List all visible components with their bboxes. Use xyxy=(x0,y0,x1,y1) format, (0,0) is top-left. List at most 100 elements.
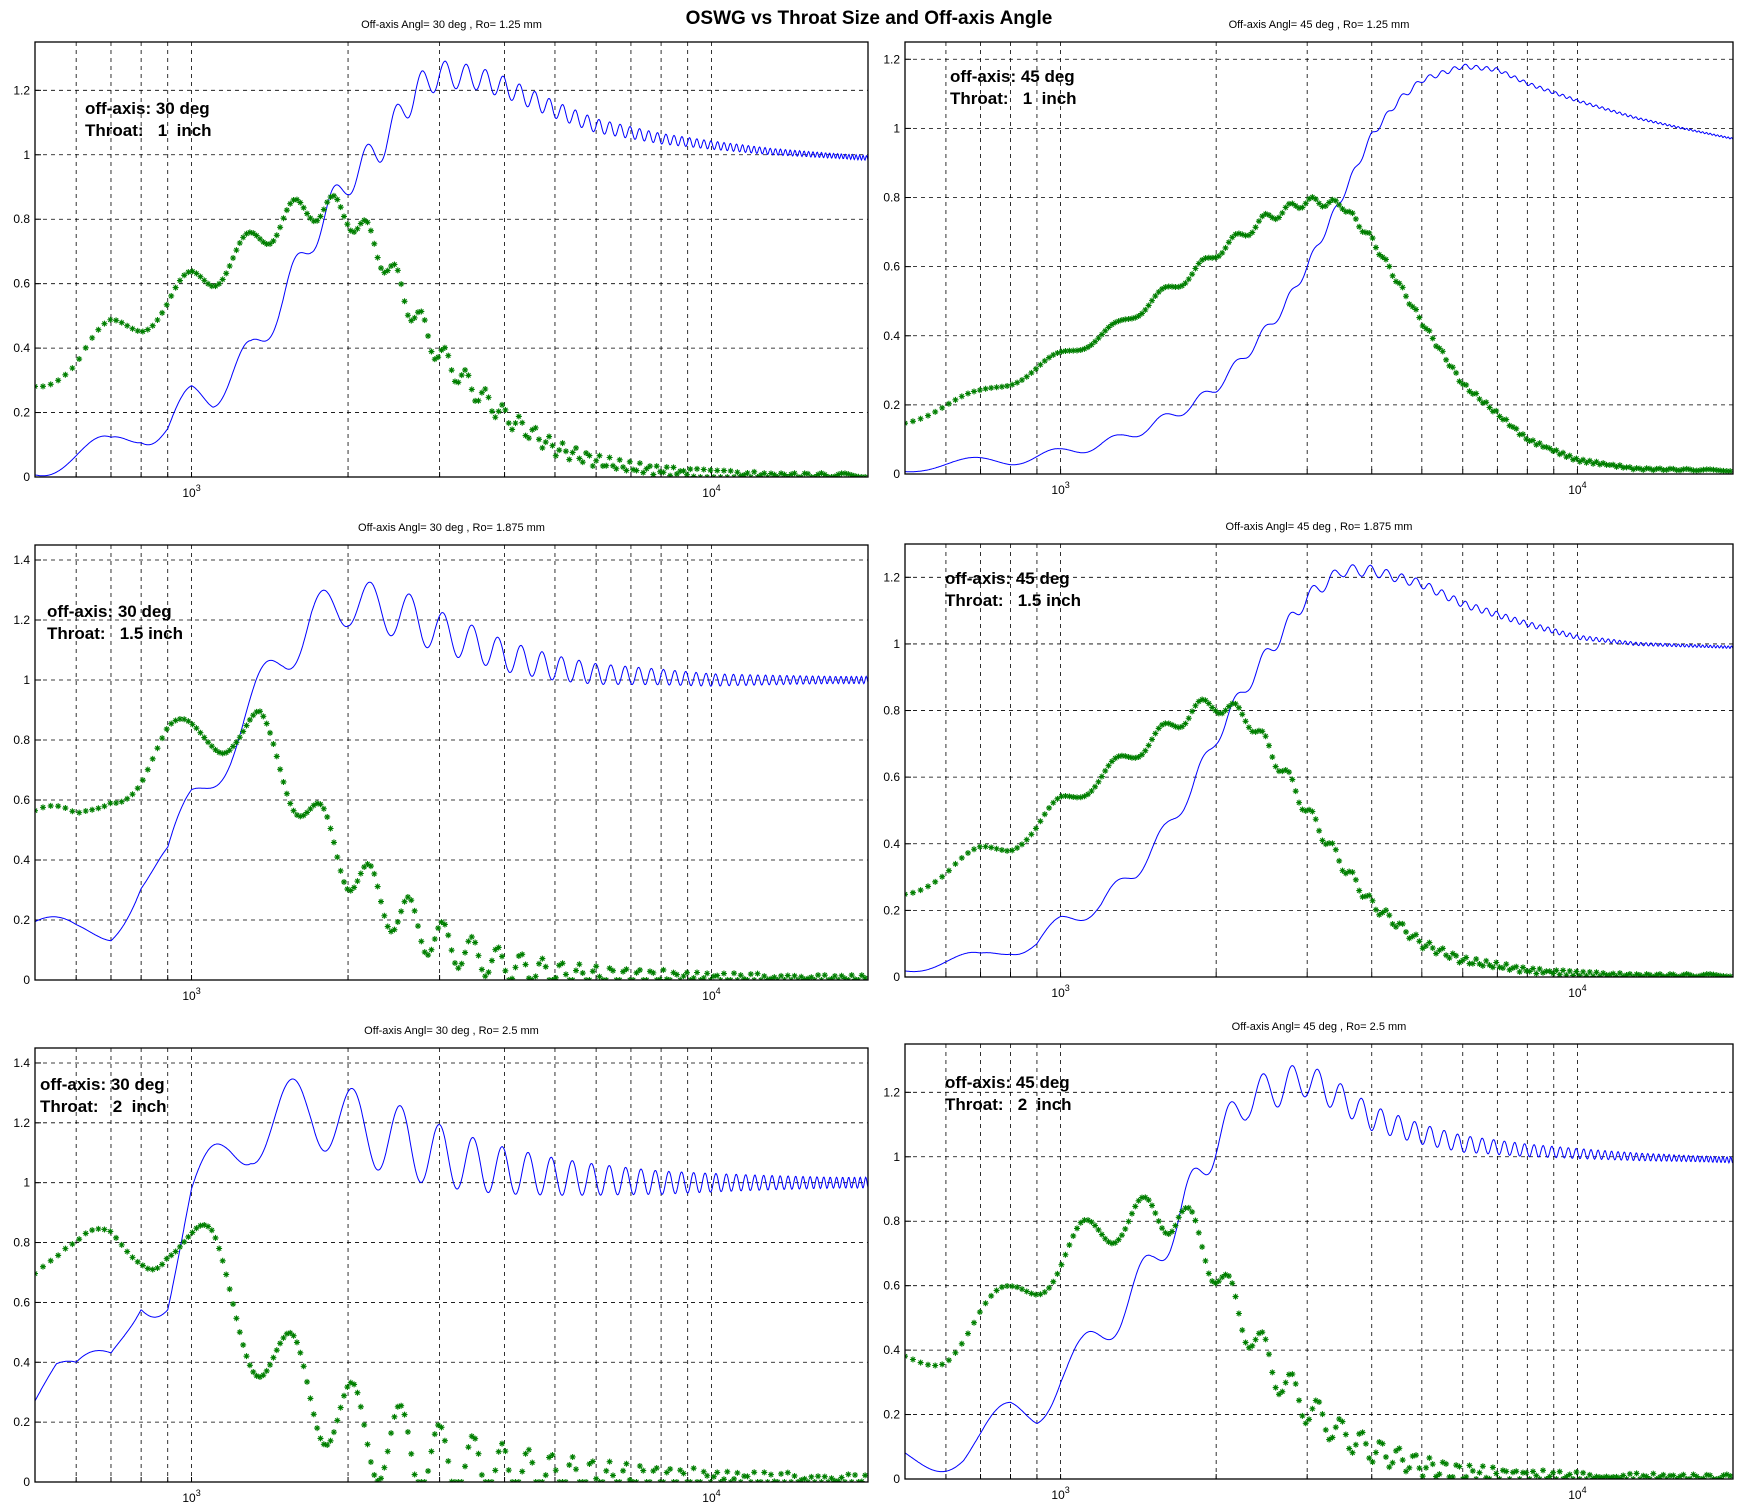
star-marker xyxy=(1189,708,1196,715)
star-marker xyxy=(1242,1339,1249,1346)
star-marker xyxy=(304,809,311,816)
star-marker xyxy=(982,385,989,392)
star-marker xyxy=(525,435,532,442)
star-marker xyxy=(139,328,146,335)
star-marker xyxy=(761,1469,768,1476)
star-marker xyxy=(163,726,170,733)
star-marker xyxy=(1389,272,1396,279)
star-marker xyxy=(431,935,438,942)
y-tick-label: 0.6 xyxy=(13,277,30,291)
star-marker xyxy=(185,1233,192,1240)
star-marker xyxy=(240,728,247,735)
star-marker xyxy=(1312,816,1319,823)
star-marker xyxy=(1145,742,1152,749)
star-marker xyxy=(1336,857,1343,864)
y-tick-label: 0.8 xyxy=(13,733,30,747)
star-marker xyxy=(277,1340,284,1347)
y-tick-label: 0 xyxy=(893,1472,900,1486)
star-marker xyxy=(694,465,701,472)
star-marker xyxy=(1122,1225,1129,1232)
star-marker xyxy=(988,384,995,391)
star-marker xyxy=(552,974,559,980)
star-marker xyxy=(784,972,791,979)
star-marker xyxy=(1453,1462,1460,1469)
star-marker xyxy=(976,843,983,850)
star-marker xyxy=(1513,425,1520,432)
star-marker xyxy=(1179,282,1186,289)
y-tick-label: 0.4 xyxy=(13,1355,30,1369)
star-marker xyxy=(488,957,495,964)
star-marker xyxy=(300,812,307,819)
star-marker xyxy=(744,1473,751,1480)
star-marker xyxy=(411,907,418,914)
star-marker xyxy=(529,426,536,433)
axes-frame xyxy=(904,41,1734,475)
star-marker xyxy=(226,262,233,269)
star-marker xyxy=(720,467,727,474)
star-marker xyxy=(277,766,284,773)
star-marker xyxy=(831,1477,838,1482)
star-marker xyxy=(1289,776,1296,783)
star-marker xyxy=(683,969,690,976)
star-marker xyxy=(243,722,250,729)
star-marker xyxy=(1215,710,1222,717)
star-marker xyxy=(193,1225,200,1232)
annotation-text: off-axis: 45 deg xyxy=(950,67,1075,86)
star-marker xyxy=(1610,970,1617,977)
star-marker xyxy=(1443,356,1450,363)
star-marker xyxy=(113,800,120,807)
star-marker xyxy=(1179,1208,1186,1215)
star-marker xyxy=(1536,440,1543,447)
star-marker xyxy=(1476,396,1483,403)
star-marker xyxy=(69,1241,76,1248)
star-marker xyxy=(546,1454,553,1461)
star-marker xyxy=(1195,1229,1202,1236)
star-marker xyxy=(663,464,670,471)
y-tick-label: 1.2 xyxy=(883,52,900,66)
star-marker xyxy=(1623,971,1630,977)
annotation-text: Throat: 1.5 inch xyxy=(47,624,183,643)
star-marker xyxy=(1663,466,1670,473)
star-marker xyxy=(233,247,240,254)
star-marker xyxy=(1225,1273,1232,1280)
star-marker xyxy=(246,716,253,723)
star-marker xyxy=(1413,1452,1420,1459)
star-marker xyxy=(425,1468,432,1475)
star-marker xyxy=(391,926,398,933)
star-marker xyxy=(1700,971,1707,977)
star-marker xyxy=(1105,762,1112,769)
star-marker xyxy=(499,401,506,408)
star-marker xyxy=(95,805,102,812)
subplot-title: Off-axis Angl= 45 deg , Ro= 1.25 mm xyxy=(1229,19,1410,31)
star-marker xyxy=(576,455,583,462)
star-marker xyxy=(1279,209,1286,216)
star-marker xyxy=(1620,973,1627,977)
star-marker xyxy=(1054,1270,1061,1277)
star-marker xyxy=(212,1234,219,1241)
star-marker xyxy=(532,424,539,431)
star-marker xyxy=(300,1363,307,1370)
star-marker xyxy=(1062,793,1069,800)
star-marker xyxy=(1189,1208,1196,1215)
star-marker xyxy=(1070,1232,1077,1239)
star-marker xyxy=(1416,1465,1423,1472)
star-marker xyxy=(240,234,247,241)
y-tick-label: 0.2 xyxy=(13,406,30,420)
star-marker xyxy=(596,452,603,459)
star-marker xyxy=(1560,449,1567,456)
x-tick-label: 104 xyxy=(702,483,720,500)
star-marker xyxy=(1252,224,1259,231)
series-line xyxy=(35,581,868,942)
star-marker xyxy=(1004,847,1011,854)
star-marker xyxy=(445,352,452,359)
annotation-text: off-axis: 30 deg xyxy=(47,602,172,621)
star-marker xyxy=(761,470,768,477)
star-marker xyxy=(1499,416,1506,423)
star-marker xyxy=(1077,346,1084,353)
star-marker xyxy=(1262,733,1269,740)
star-marker xyxy=(236,734,243,741)
star-marker xyxy=(1690,1471,1697,1478)
star-marker xyxy=(398,908,405,915)
star-marker xyxy=(1516,968,1523,975)
star-marker xyxy=(1456,378,1463,385)
